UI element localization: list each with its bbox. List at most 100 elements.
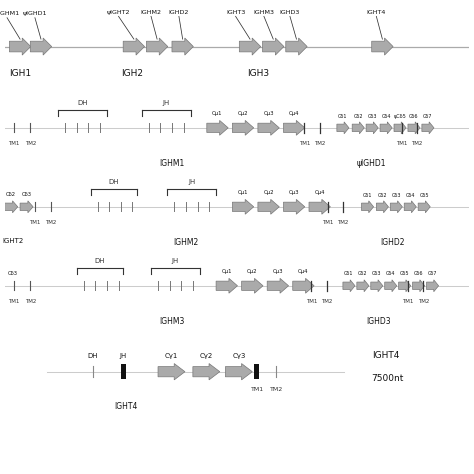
Text: TM2: TM2 — [418, 299, 429, 304]
Polygon shape — [193, 364, 220, 380]
Polygon shape — [362, 201, 374, 213]
Text: Cμ4: Cμ4 — [314, 190, 325, 195]
Polygon shape — [371, 280, 383, 292]
Text: IGHD3: IGHD3 — [280, 10, 300, 15]
Text: TM1: TM1 — [251, 387, 264, 392]
Polygon shape — [258, 200, 279, 214]
Polygon shape — [352, 122, 365, 134]
Text: Cδ1: Cδ1 — [344, 272, 354, 276]
Text: ψIGHD1: ψIGHD1 — [357, 159, 386, 168]
Text: IGHM3: IGHM3 — [159, 317, 185, 326]
Polygon shape — [293, 278, 314, 293]
Text: Cμ4: Cμ4 — [298, 269, 309, 273]
Text: TM1: TM1 — [299, 141, 310, 146]
Text: DH: DH — [109, 180, 119, 185]
Text: Cγ3: Cγ3 — [232, 353, 246, 359]
Text: TM1: TM1 — [9, 141, 20, 146]
Text: Cδ2: Cδ2 — [354, 114, 363, 118]
Text: Cδ7: Cδ7 — [423, 114, 433, 118]
Polygon shape — [412, 280, 425, 292]
Text: Cδ5: Cδ5 — [400, 272, 410, 276]
Text: ψIGHM1: ψIGHM1 — [0, 11, 20, 17]
Text: ψIGHD1: ψIGHD1 — [23, 11, 47, 17]
Text: TM2: TM2 — [411, 141, 423, 146]
Polygon shape — [366, 122, 378, 134]
Text: DH: DH — [77, 100, 88, 107]
Text: Cμ2: Cμ2 — [264, 190, 274, 195]
Text: Cμ1: Cμ1 — [221, 269, 232, 273]
Polygon shape — [5, 201, 18, 213]
Polygon shape — [172, 38, 193, 55]
Polygon shape — [385, 280, 397, 292]
Text: Cδ6: Cδ6 — [409, 114, 419, 118]
Polygon shape — [376, 201, 388, 213]
Polygon shape — [422, 122, 434, 134]
Polygon shape — [357, 280, 369, 292]
Text: DH: DH — [95, 258, 105, 264]
Polygon shape — [226, 364, 252, 380]
Text: Cδ1: Cδ1 — [338, 114, 347, 118]
Text: Cμ3: Cμ3 — [273, 269, 283, 273]
Text: TM2: TM2 — [270, 387, 283, 392]
Text: Cδ5: Cδ5 — [419, 192, 429, 198]
Polygon shape — [286, 38, 307, 55]
Polygon shape — [427, 280, 438, 292]
Text: Cδ4: Cδ4 — [406, 192, 415, 198]
Text: Cδ3: Cδ3 — [8, 271, 18, 275]
Text: TM1: TM1 — [9, 299, 20, 304]
Polygon shape — [418, 201, 430, 213]
Polygon shape — [232, 120, 254, 135]
Text: Cδ6: Cδ6 — [414, 272, 423, 276]
Text: Cμ4: Cμ4 — [289, 111, 300, 116]
Text: ψCδ5: ψCδ5 — [394, 114, 406, 118]
Text: IGHT4: IGHT4 — [372, 351, 399, 360]
Text: Cδ3: Cδ3 — [372, 272, 382, 276]
Text: IGHT4: IGHT4 — [114, 402, 137, 411]
Text: Cγ1: Cγ1 — [165, 353, 178, 359]
Text: ψIGHT2: ψIGHT2 — [107, 10, 130, 15]
Text: TM2: TM2 — [25, 141, 36, 146]
Polygon shape — [239, 38, 261, 55]
Text: TM2: TM2 — [321, 299, 332, 304]
Text: JH: JH — [119, 353, 127, 359]
Text: Cδ4: Cδ4 — [386, 272, 395, 276]
Text: TM2: TM2 — [314, 141, 325, 146]
Polygon shape — [394, 122, 406, 134]
Text: IGHT4: IGHT4 — [367, 10, 386, 15]
Text: JH: JH — [163, 100, 170, 107]
Text: JH: JH — [188, 180, 195, 185]
Polygon shape — [404, 201, 416, 213]
Polygon shape — [380, 122, 392, 134]
Text: IGHD3: IGHD3 — [366, 317, 391, 326]
Text: TM1: TM1 — [402, 299, 414, 304]
Polygon shape — [309, 200, 330, 214]
Polygon shape — [408, 122, 420, 134]
Text: Cδ3: Cδ3 — [392, 192, 401, 198]
Polygon shape — [20, 201, 33, 213]
Text: IGHM2: IGHM2 — [173, 238, 199, 247]
Text: Cμ3: Cμ3 — [263, 111, 274, 116]
Polygon shape — [390, 201, 402, 213]
Text: TM1: TM1 — [322, 220, 333, 225]
Text: TM1: TM1 — [29, 220, 41, 225]
Polygon shape — [283, 120, 305, 135]
Polygon shape — [343, 280, 355, 292]
Text: IGHD2: IGHD2 — [380, 238, 405, 247]
Text: Cμ1: Cμ1 — [212, 111, 223, 116]
Text: IGHT2: IGHT2 — [2, 238, 24, 244]
Text: IGHM2: IGHM2 — [141, 10, 162, 15]
Polygon shape — [123, 38, 145, 55]
Text: Cδ1: Cδ1 — [363, 192, 372, 198]
Polygon shape — [263, 38, 284, 55]
Text: Cδ2: Cδ2 — [378, 192, 387, 198]
Text: TM2: TM2 — [25, 299, 36, 304]
Polygon shape — [258, 120, 279, 135]
Bar — [121, 365, 126, 379]
Text: IGHM3: IGHM3 — [254, 10, 274, 15]
Polygon shape — [216, 278, 237, 293]
Text: Cμ2: Cμ2 — [238, 111, 248, 116]
Text: 7500nt: 7500nt — [372, 374, 404, 383]
Polygon shape — [337, 122, 349, 134]
Text: IGH2: IGH2 — [121, 69, 144, 78]
Text: TM2: TM2 — [46, 220, 57, 225]
